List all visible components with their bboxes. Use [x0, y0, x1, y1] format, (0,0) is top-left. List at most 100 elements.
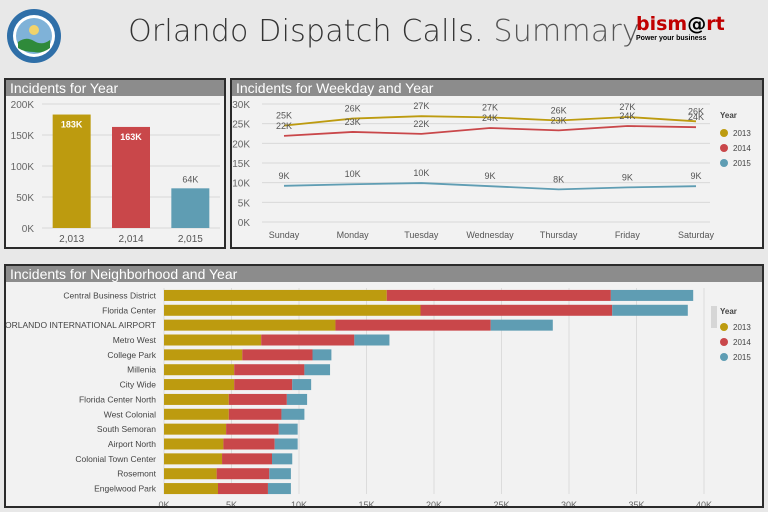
bar-segment-2014: [234, 364, 305, 376]
weekday-line-chart[interactable]: 0K 5K 10K 15K 20K 25K 30K Sunday Monday Tuesday We…: [232, 96, 762, 247]
legend-marker: [720, 338, 728, 346]
title-sub: Summary: [493, 14, 640, 49]
legend-marker: [720, 323, 728, 331]
x-tick-label: 5K: [226, 500, 237, 506]
brand-name-part: bism: [636, 13, 688, 35]
category-label: Central Business District: [63, 290, 156, 300]
x-tick-label: 30K: [561, 500, 577, 506]
bar-segment-2014: [386, 289, 611, 301]
bar-segment-2015: [269, 468, 291, 480]
bar-segment-2013: [164, 349, 243, 361]
bar-segment-2014: [420, 304, 613, 316]
legend-label: 2014: [733, 338, 751, 347]
data-label: 10K: [345, 169, 361, 179]
legend-marker: [720, 144, 728, 152]
bar-segment-2015: [312, 349, 332, 361]
x-tick-label: 0K: [158, 500, 169, 506]
y-tick-label: 0K: [238, 218, 251, 229]
brand-tagline: Power your business: [636, 35, 707, 42]
x-tick-label: 15K: [358, 500, 374, 506]
data-label: 26K: [688, 106, 704, 116]
x-tick-label: Thursday: [540, 230, 578, 240]
category-label: Rosemont: [117, 469, 156, 479]
panel-title: Incidents for Year: [6, 80, 224, 96]
bar: [112, 126, 150, 228]
bar-segment-2014: [218, 483, 268, 495]
data-label: 25K: [276, 111, 292, 121]
y-tick-label: 20K: [232, 139, 250, 150]
x-tick-label: Monday: [337, 230, 370, 240]
y-tick-label: 200K: [11, 100, 35, 111]
legend-marker: [720, 353, 728, 361]
bar-segment-2015: [267, 483, 291, 495]
data-label: 9K: [278, 171, 289, 181]
bar-segment-2013: [164, 364, 235, 376]
bar-segment-2013: [164, 289, 387, 301]
bar-segment-2015: [278, 423, 298, 435]
data-label: 183K: [61, 120, 83, 130]
panel-title: Incidents for Weekday and Year: [232, 80, 762, 96]
bar-segment-2013: [164, 408, 229, 420]
legend-scrollbar: [711, 306, 717, 328]
data-label: 22K: [276, 121, 292, 131]
data-label: 24K: [482, 113, 498, 123]
title-main: Orlando Dispatch Calls.: [128, 14, 484, 49]
neighborhood-stacked-bar-chart[interactable]: 0K 5K 10K 15K 20K 25K 30K 35K 40K Central Busines…: [5, 282, 762, 510]
bar-segment-2013: [164, 379, 235, 391]
legend-marker: [720, 129, 728, 137]
data-label: 26K: [551, 106, 567, 116]
series-line-2015: [283, 182, 697, 191]
bar-segment-2015: [272, 453, 293, 465]
category-label: Florida Center North: [79, 394, 156, 404]
brand-name-part: rt: [706, 13, 725, 35]
category-label: College Park: [107, 350, 156, 360]
x-tick-label: 25K: [493, 500, 509, 506]
y-tick-label: 150K: [11, 131, 35, 142]
bar: [52, 114, 91, 228]
y-tick-label: 50K: [16, 193, 34, 204]
header: Orlando Dispatch Calls. Summary bism@rt …: [0, 0, 768, 68]
bar-segment-2013: [164, 334, 262, 346]
brand-logo: bism@rt Power your business: [636, 14, 746, 42]
category-label: South Semoran: [97, 424, 156, 434]
year-bar-chart[interactable]: 0K 50K 100K 150K 200K 183K 2,013 163K 2,014 64K 2,…: [6, 96, 224, 247]
bar-segment-2013: [164, 393, 229, 405]
data-label: 163K: [120, 132, 142, 142]
x-tick-label: 20K: [426, 500, 442, 506]
series-line-2014: [283, 125, 697, 137]
bar-segment-2013: [164, 304, 421, 316]
y-tick-label: 10K: [232, 179, 250, 190]
data-label: 64K: [182, 174, 198, 184]
y-tick-label: 0K: [22, 224, 35, 235]
category-label: Florida Center: [102, 305, 156, 315]
data-label: 23K: [345, 117, 361, 127]
bar-segment-2015: [274, 438, 298, 450]
x-tick-label: 35K: [628, 500, 644, 506]
y-tick-label: 100K: [11, 162, 35, 173]
legend-label: 2014: [733, 144, 751, 153]
data-label: 9K: [622, 172, 633, 182]
category-label: Millenia: [127, 365, 156, 375]
bar-segment-2013: [164, 423, 227, 435]
legend-label: 2013: [733, 323, 751, 332]
legend-title: Year: [720, 111, 737, 120]
bar-segment-2015: [610, 289, 694, 301]
x-tick-label: Saturday: [678, 230, 715, 240]
bar-segment-2015: [281, 408, 305, 420]
city-seal-logo: [7, 9, 61, 63]
series-line-2013: [283, 115, 697, 127]
bar-segment-2015: [490, 319, 553, 331]
legend-label: 2015: [733, 353, 751, 362]
category-label: ORLANDO INTERNATIONAL AIRPORT: [6, 320, 156, 330]
bar-segment-2014: [223, 438, 275, 450]
bar-segment-2015: [286, 393, 308, 405]
bar-segment-2015: [354, 334, 390, 346]
bar-segment-2013: [164, 483, 218, 495]
bar-segment-2014: [222, 453, 272, 465]
x-tick-label: 40K: [696, 500, 712, 506]
bar-segment-2015: [304, 364, 331, 376]
bar-segment-2014: [228, 408, 282, 420]
data-label: 24K: [688, 112, 704, 122]
legend-label: 2015: [733, 159, 751, 168]
bar-segment-2014: [228, 393, 287, 405]
